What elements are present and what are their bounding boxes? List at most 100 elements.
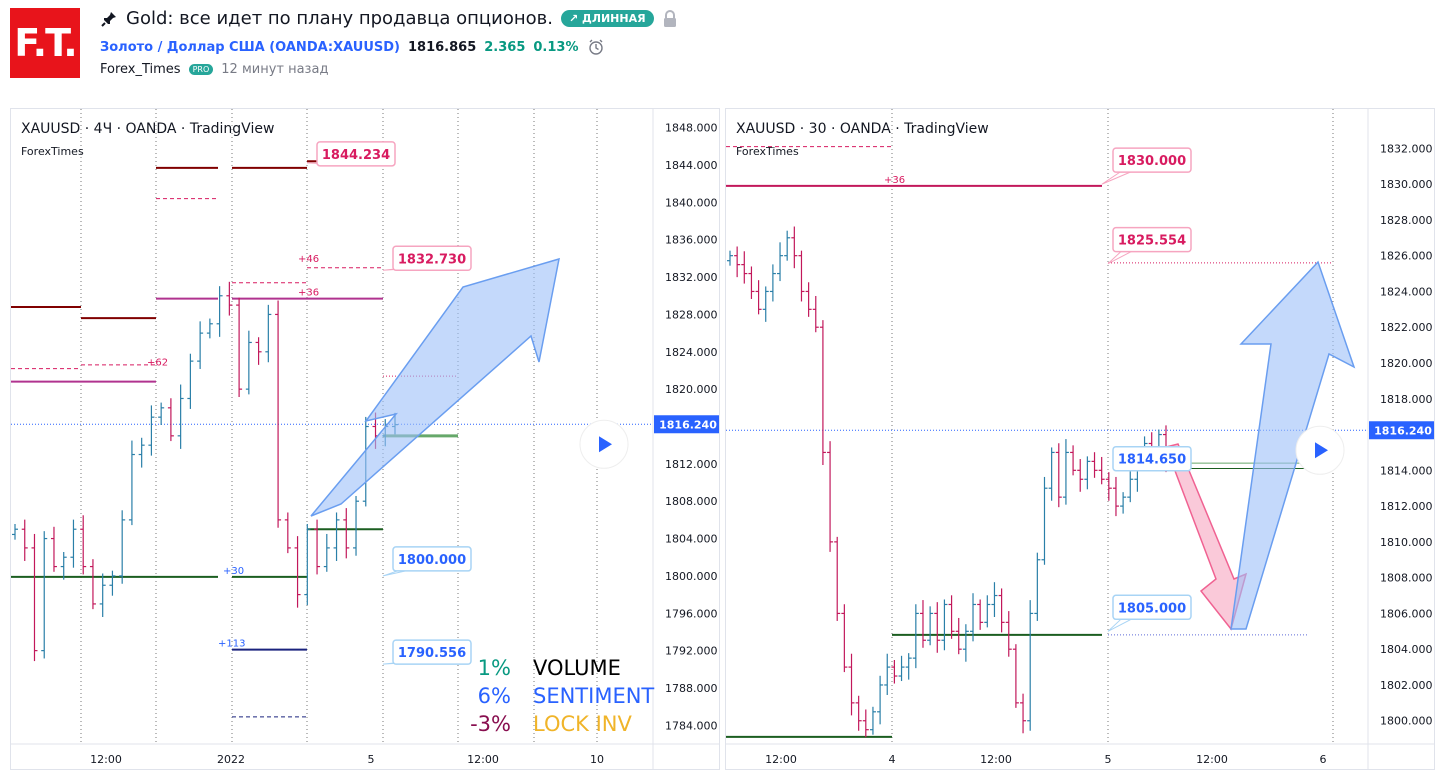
y-tick-label: 1806.000 [1380,607,1433,620]
level-note: +36 [298,288,319,299]
y-tick-label: 1840.000 [665,196,718,209]
ohlc-bar [919,600,926,648]
ohlc-bar [226,281,233,316]
ohlc-bar [805,282,812,317]
ohlc-bar [1055,443,1062,508]
ohlc-bar [1034,552,1041,621]
y-tick-label: 1822.000 [1380,321,1433,334]
x-tick-label: 5 [1105,753,1112,766]
ohlc-bar [827,441,834,552]
price-label-box [1112,594,1192,621]
ohlc-bar [834,536,841,621]
y-tick-label: 1844.000 [665,159,718,172]
ohlc-bar [898,655,905,682]
y-tick-label: 1804.000 [1380,643,1433,656]
x-tick-label: 12:00 [1196,753,1228,766]
price-label-pointer [1107,249,1136,265]
ohlc-bar [1091,452,1098,478]
ohlc-bar [128,440,135,526]
ohlc-bar [21,519,28,561]
y-tick-label: 1808.000 [665,495,718,508]
ohlc-bar [855,695,862,731]
ohlc-bar [798,250,805,302]
ohlc-bar [197,321,204,369]
alarm-clock-icon[interactable] [587,38,605,56]
forextimes-logo[interactable]: F.T. [10,8,80,78]
ohlc-bar [177,384,184,449]
ohlc-bar [977,599,984,630]
ohlc-bar [1005,611,1012,657]
level-note: +30 [223,566,244,577]
ohlc-bar [841,604,848,673]
chart-30m[interactable]: 1832.000 1830.000 1828.000 1826.000 1824.000… [725,108,1435,770]
ohlc-bar [1120,492,1127,514]
ohlc-bar [138,437,145,468]
ohlc-bar [769,264,776,302]
symbol-link[interactable]: Золото / Доллар США (OANDA:XAUUSD) [100,39,400,55]
ohlc-bar [905,653,912,680]
ohlc-bar [80,515,87,575]
ohlc-bar [912,604,919,669]
ohlc-bar [70,519,77,568]
x-tick-label: 6 [1320,753,1327,766]
bullish-arrow [310,257,560,517]
ohlc-bar [275,300,282,528]
ohlc-bar [741,251,748,284]
y-tick-label: 1792.000 [665,645,718,658]
chart-watermark: ForexTimes [736,145,799,158]
ohlc-bar [819,320,826,465]
ohlc-bar [31,533,38,662]
x-tick-label: 12:00 [90,753,122,766]
idea-header: F.T. Gold: все идет по плану продавца оп… [0,0,1442,100]
ohlc-bar [970,593,977,642]
author-name[interactable]: Forex_Times [100,62,181,77]
bullish-arrow [1230,260,1356,630]
price-label-text: 1805.000 [1118,601,1186,616]
last-price: 1816.865 [408,39,477,55]
symbol-row: Золото / Доллар США (OANDA:XAUUSD) 1816.… [100,38,605,56]
ohlc-bar [294,536,301,608]
level-note: +62 [147,358,168,369]
ohlc-bar [748,266,755,299]
lock-icon [663,9,676,27]
ohlc-bar [187,353,194,409]
y-tick-label: 1802.000 [1380,679,1433,692]
price-label-box [1112,226,1192,253]
stat-value: -3% [470,712,511,736]
y-tick-label: 1826.000 [1380,250,1433,263]
y-tick-label: 1828.000 [665,308,718,321]
play-icon [1315,442,1328,459]
idea-title: Gold: все идет по плану продавца опционо… [126,8,553,29]
ohlc-bar [353,495,360,556]
ohlc-bar [333,512,340,561]
ohlc-bar [323,533,330,572]
ohlc-bar [1084,456,1091,490]
ohlc-bar [934,602,941,653]
ohlc-bar [998,588,1005,633]
chart-watermark: ForexTimes [21,145,84,158]
y-tick-label: 1828.000 [1380,214,1433,227]
ohlc-bar [314,519,321,575]
ohlc-bar [1020,693,1027,734]
y-tick-label: 1848.000 [665,122,718,135]
ohlc-bar [148,405,155,456]
publish-time: 12 минут назад [221,62,329,77]
y-tick-label: 1820.000 [665,383,718,396]
y-tick-label: 1818.000 [1380,393,1433,406]
ohlc-bar [891,659,898,684]
chart-4h[interactable]: 1848.000 1844.000 1840.000 1836.000 1832.000… [10,108,720,770]
ohlc-bar [948,595,955,639]
ohlc-bar [927,606,934,646]
stat-label: VOLUME [533,656,621,680]
price-label-text: 1814.650 [1118,453,1186,468]
ohlc-bar [343,508,350,559]
y-tick-label: 1832.000 [665,271,718,284]
ohlc-bar [812,295,819,333]
ohlc-bar [1070,445,1077,476]
ohlc-bar [991,582,998,617]
stat-label: LOCK INV [533,712,632,736]
ohlc-bar [1062,439,1069,505]
ohlc-bar [284,512,291,554]
x-tick-label: 2022 [217,753,245,766]
ohlc-bar [236,297,243,397]
